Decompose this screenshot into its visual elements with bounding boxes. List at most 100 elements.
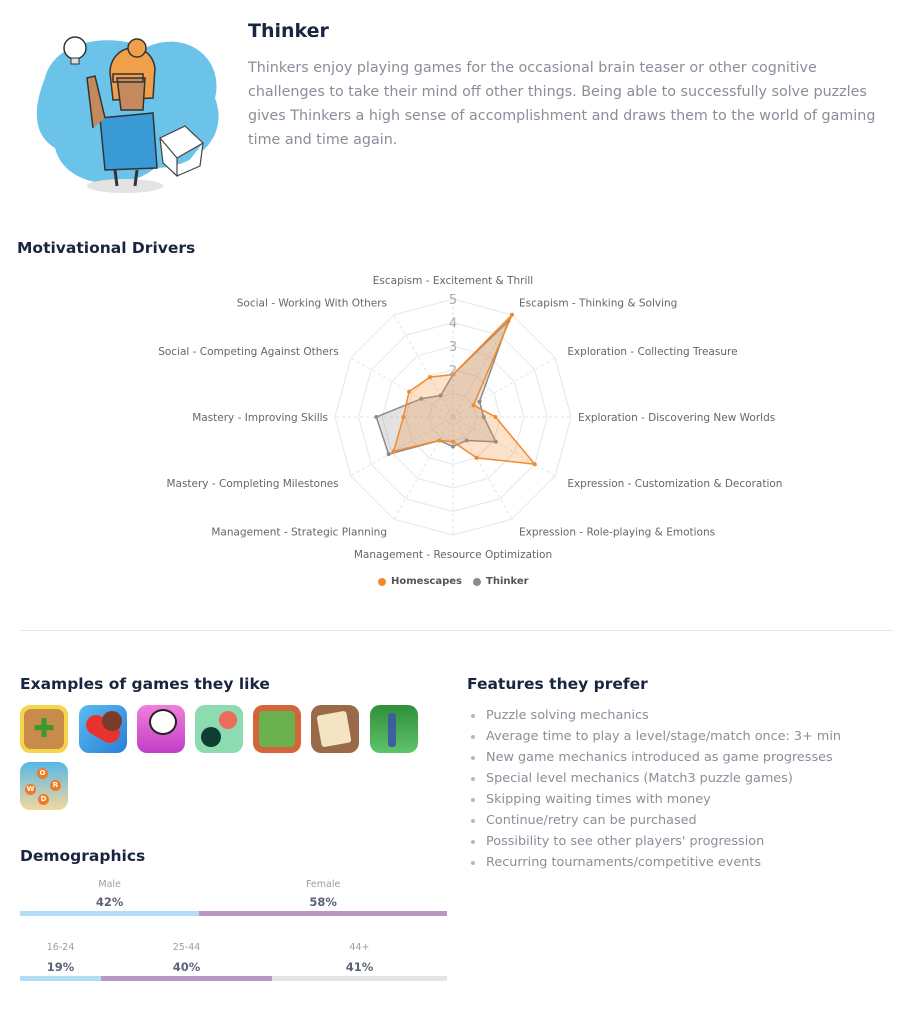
axis-label: Management - Resource Optimization [354, 549, 552, 561]
axis-label: Expression - Customization & Decoration [567, 478, 782, 490]
axis-label: Exploration - Discovering New Worlds [578, 412, 775, 424]
data-point [510, 312, 514, 317]
data-point [477, 399, 482, 404]
grid-ring [358, 322, 548, 512]
axis-label: Escapism - Excitement & Thrill [373, 275, 533, 287]
data-point [493, 439, 498, 444]
grid-spoke [452, 314, 513, 418]
axis-label: Exploration - Collecting Treasure [567, 346, 737, 358]
legend-marker [378, 577, 386, 586]
age-label: 16-24 [46, 942, 75, 953]
axis-label: Social - Working With Others [237, 298, 387, 310]
letter-tile: W [25, 784, 36, 795]
thinker-illustration [36, 36, 219, 193]
feature-item: Skipping waiting times with money [467, 789, 841, 810]
age-bar-segment [20, 976, 102, 981]
data-point [407, 389, 412, 394]
features-heading: Features they prefer [467, 675, 648, 693]
axis-label: Escapism - Thinking & Solving [519, 298, 677, 310]
data-point [391, 449, 396, 454]
age-label: 25-44 [172, 942, 201, 953]
jigsaw-puzzle-game-icon[interactable]: ✚ [20, 705, 68, 753]
features-list: Puzzle solving mechanics Average time to… [467, 705, 841, 873]
tick-label: 2 [449, 364, 457, 379]
letter-tile: R [50, 780, 61, 791]
data-point [438, 393, 443, 398]
radar-chart: 2 3 4 5 Escapism - Excitement & Thrill Escapi… [158, 275, 782, 561]
feature-item: Possibility to see other players' progre… [467, 831, 841, 852]
gender-bar-segment [199, 911, 447, 916]
letter-tile: D [38, 794, 49, 805]
grid-spoke [452, 416, 513, 520]
data-point [532, 462, 537, 467]
legend-label: Thinker [486, 576, 529, 587]
grid-ring [381, 345, 525, 489]
feature-item: Special level mechanics (Match3 puzzle g… [467, 768, 841, 789]
data-point [451, 372, 455, 377]
feature-item: Average time to play a level/stage/match… [467, 726, 841, 747]
gardenscapes-game-icon[interactable] [370, 705, 418, 753]
axis-label: Mastery - Improving Skills [192, 412, 328, 424]
age-bar-segment [271, 976, 447, 981]
age-value: 19% [46, 960, 75, 974]
gender-label: Female [305, 879, 341, 890]
grid-ring [405, 369, 501, 465]
grid-ring [334, 298, 572, 536]
data-point [464, 438, 469, 443]
tick-label: 5 [449, 293, 457, 308]
legend-item-homescapes[interactable]: Homescapes [378, 576, 462, 587]
solitaire-game-icon[interactable] [253, 705, 301, 753]
feature-item: Continue/retry can be purchased [467, 810, 841, 831]
data-point [374, 415, 379, 419]
series-area-homescapes [392, 314, 537, 466]
section-divider [20, 630, 893, 631]
data-point [451, 444, 455, 449]
demographics-heading: Demographics [20, 847, 146, 865]
age-bar-segment [101, 976, 272, 981]
age-value: 41% [345, 960, 374, 974]
age-label: 44+ [349, 942, 370, 953]
word-game-icon[interactable]: W O R D [20, 762, 68, 810]
feature-item: Recurring tournaments/competitive events [467, 852, 841, 873]
axis-label: Management - Strategic Planning [211, 526, 387, 538]
grid-spoke [393, 416, 454, 520]
gender-value: 42% [95, 895, 124, 909]
feature-item: New game mechanics introduced as game pr… [467, 747, 841, 768]
dots-game-icon[interactable] [195, 705, 243, 753]
axis-label: Social - Competing Against Others [158, 346, 338, 358]
data-point [481, 415, 486, 419]
chart-legend: Homescapes Thinker [0, 576, 906, 592]
legend-marker [473, 577, 481, 586]
games-heading: Examples of games they like [20, 675, 270, 693]
gender-label: Male [98, 879, 121, 890]
persona-description: Thinkers enjoy playing games for the occ… [248, 60, 876, 148]
persona-title: Thinker [248, 20, 329, 42]
data-point [493, 415, 498, 419]
feature-item: Puzzle solving mechanics [467, 705, 841, 726]
data-point [427, 375, 432, 380]
age-value: 40% [172, 960, 201, 974]
data-point [419, 396, 424, 401]
axis-label: Mastery - Completing Milestones [166, 478, 338, 490]
legend-item-thinker[interactable]: Thinker [473, 576, 529, 587]
data-point [386, 452, 391, 457]
data-point [437, 438, 442, 443]
data-point [471, 403, 476, 408]
mahjong-game-icon[interactable] [311, 705, 359, 753]
grid-spoke [350, 357, 454, 418]
data-point [451, 439, 455, 444]
grid-spoke [452, 416, 556, 477]
data-point [474, 455, 479, 460]
grid-spoke [452, 357, 556, 418]
grid-spoke [350, 416, 454, 477]
tick-label: 4 [449, 317, 457, 332]
legend-label: Homescapes [391, 576, 462, 587]
panda-pop-game-icon[interactable] [137, 705, 185, 753]
motivational-drivers-heading: Motivational Drivers [17, 239, 196, 257]
candy-crush-game-icon[interactable] [79, 705, 127, 753]
axis-label: Expression - Role-playing & Emotions [519, 526, 715, 538]
data-point [401, 415, 406, 419]
letter-tile: O [37, 768, 48, 779]
grid-spoke [393, 314, 454, 418]
gender-value: 58% [309, 895, 337, 909]
